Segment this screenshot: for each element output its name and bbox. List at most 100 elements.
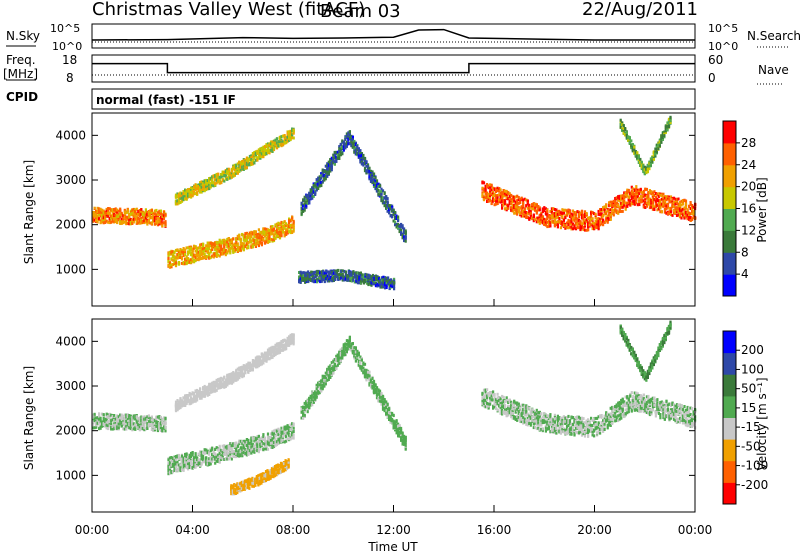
scatter-cell (360, 160, 363, 164)
scatter-cell (597, 217, 600, 221)
scatter-cell (605, 210, 608, 214)
scatter-cell (116, 427, 119, 430)
scatter-cell (342, 145, 345, 149)
scatter-cell (571, 217, 575, 221)
scatter-cell (155, 217, 158, 221)
scatter-cell (251, 159, 254, 163)
scatter-cell (630, 195, 633, 199)
scatter-cell (663, 130, 666, 134)
scatter-cell (571, 222, 575, 226)
scatter-cell (95, 416, 98, 420)
scatter-cell (209, 243, 212, 247)
scatter-cell (489, 194, 492, 197)
scatter-cell (217, 247, 220, 251)
scatter-cell (400, 228, 403, 232)
scatter-cell (193, 246, 196, 250)
scatter-cell (221, 172, 224, 176)
scatter-cell (388, 204, 391, 207)
scatter-cell (311, 272, 314, 276)
scatter-cell (242, 161, 245, 165)
scatter-cell (543, 223, 546, 226)
scatter-cell (562, 211, 565, 215)
scatter-cell (336, 156, 339, 160)
scatter-cell (400, 231, 403, 235)
scatter-cell (645, 170, 648, 174)
scatter-cell (659, 206, 662, 210)
scatter-cell (495, 194, 498, 198)
scatter-cell (668, 210, 671, 214)
scatter-cell (272, 142, 276, 146)
scatter-cell (176, 199, 179, 203)
scatter-cell (374, 281, 378, 285)
scatter-cell (247, 245, 250, 248)
scatter-cell (574, 211, 578, 215)
scatter-cell (553, 211, 556, 215)
scatter-cell (122, 421, 125, 425)
scatter-cell (615, 196, 618, 200)
scatter-cell (116, 218, 119, 222)
scatter-cell (260, 230, 263, 234)
scatter-cell (122, 416, 125, 420)
scatter-cell (603, 212, 606, 216)
scatter-cell (352, 278, 355, 282)
scatter-cell (104, 218, 107, 222)
scatter-cell (214, 253, 217, 257)
scatter-cell (647, 193, 650, 196)
scatter-cell (363, 166, 367, 170)
scatter-cell (235, 238, 238, 242)
scatter-cell (691, 204, 694, 208)
scatter-cell (665, 211, 668, 215)
scatter-cell (202, 182, 205, 186)
scatter-cell (549, 224, 552, 228)
scatter-cell (101, 213, 104, 217)
scatter-cell (511, 204, 514, 208)
scatter-cell (556, 215, 559, 219)
scatter-cell (197, 257, 200, 261)
scatter-cell (329, 276, 332, 280)
scatter-cell (200, 246, 203, 250)
power-marks (92, 115, 697, 291)
scatter-cell (311, 278, 314, 281)
scatter-cell (522, 214, 525, 218)
scatter-cell (95, 215, 98, 219)
scatter-cell (241, 160, 244, 164)
scatter-cell (617, 204, 620, 208)
scatter-cell (288, 133, 291, 136)
scatter-cell (689, 202, 692, 206)
scatter-cell (105, 209, 108, 213)
scatter-cell (322, 278, 325, 281)
scatter-cell (208, 244, 211, 248)
scatter-cell (630, 146, 633, 150)
scatter-cell (306, 201, 309, 205)
scatter-cell (635, 191, 638, 194)
band-dawn_band (167, 215, 295, 269)
scatter-cell (301, 278, 304, 282)
scatter-cell (149, 221, 152, 225)
n-sky-tick-top: 10^5 (50, 22, 80, 35)
scatter-cell (373, 282, 376, 286)
scatter-cell (197, 246, 200, 250)
scatter-cell (508, 195, 511, 198)
scatter-cell (308, 201, 311, 205)
scatter-cell (370, 279, 373, 283)
scatter-cell (577, 215, 581, 219)
scatter-cell (620, 194, 623, 198)
scatter-cell (215, 245, 218, 249)
scatter-cell (182, 198, 185, 202)
scatter-cell (307, 275, 310, 279)
scatter-cell (176, 192, 179, 196)
scatter-cell (227, 246, 230, 250)
scatter-cell (382, 278, 385, 281)
scatter-cell (350, 271, 353, 275)
scatter-cell (481, 191, 484, 195)
scatter-cell (576, 225, 579, 229)
scatter-cell (612, 199, 615, 203)
scatter-cell (239, 168, 242, 172)
scatter-cell (126, 413, 129, 417)
scatter-cell (286, 224, 289, 227)
scatter-cell (122, 418, 125, 422)
scatter-cell (251, 155, 254, 159)
scatter-cell (580, 222, 584, 226)
scatter-cell (251, 245, 254, 249)
scatter-cell (354, 146, 357, 150)
